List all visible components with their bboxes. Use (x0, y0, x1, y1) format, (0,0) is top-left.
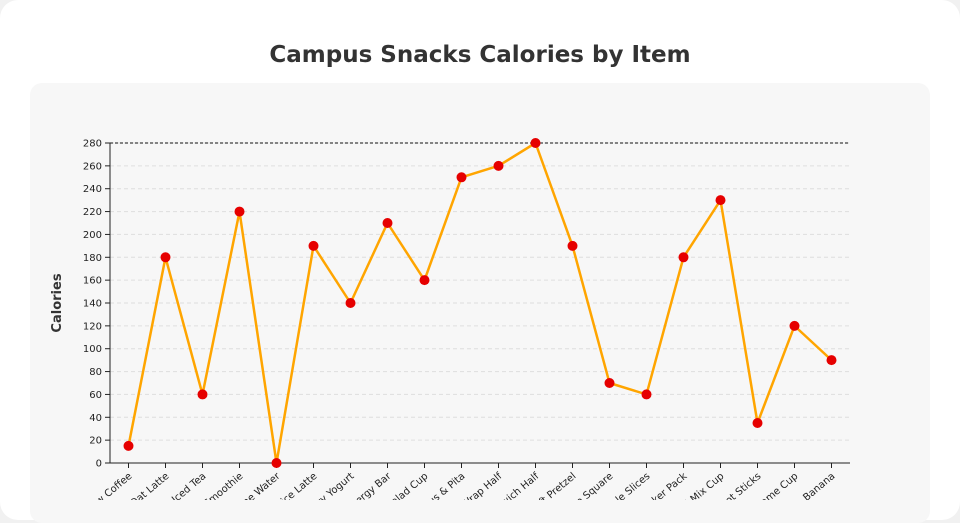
y-tick-label: 80 (89, 367, 102, 378)
y-tick-label: 20 (89, 436, 102, 447)
data-point[interactable] (567, 240, 578, 251)
data-point[interactable] (493, 160, 504, 171)
y-tick-label: 160 (83, 276, 102, 287)
x-category-label: Cold Brew Coffee (62, 471, 135, 500)
data-point[interactable] (271, 458, 282, 468)
data-point[interactable] (308, 240, 319, 251)
y-tick-label: 220 (83, 207, 102, 218)
data-point[interactable] (234, 206, 245, 217)
data-point[interactable] (197, 389, 208, 400)
y-tick-label: 40 (89, 413, 102, 424)
y-tick-label: 0 (96, 459, 102, 470)
y-tick-label: 120 (83, 321, 102, 332)
data-point[interactable] (456, 172, 467, 183)
series-line (127, 141, 833, 465)
data-point[interactable] (715, 195, 726, 206)
y-tick-label: 200 (83, 230, 102, 241)
chart-plot: 0 20 40 60 80 100 120 140 160 180 200 220 240 260 280 C… (50, 138, 850, 500)
y-tick-label: 280 (83, 139, 102, 150)
data-point[interactable] (345, 298, 356, 308)
data-point[interactable] (826, 355, 837, 366)
data-point[interactable] (160, 252, 171, 263)
y-tick-label: 100 (83, 344, 102, 355)
y-axis-label: Calories (50, 273, 65, 332)
data-point[interactable] (382, 218, 393, 228)
data-point[interactable] (419, 275, 430, 286)
y-tick-label: 140 (83, 299, 102, 310)
data-point[interactable] (752, 418, 763, 428)
x-category-label: Iced Tea (170, 471, 208, 500)
x-category-label: Banana (801, 471, 837, 500)
x-category-label: Smoothie (202, 471, 245, 500)
y-tick-label: 60 (89, 390, 102, 401)
data-point[interactable] (530, 138, 541, 148)
data-point[interactable] (641, 389, 652, 400)
x-category-label: Oat Latte (129, 471, 172, 500)
y-tick-label: 240 (83, 184, 102, 195)
data-point[interactable] (604, 378, 615, 388)
y-tick-label: 180 (83, 253, 102, 264)
chart-title: Campus Snacks Calories by Item (269, 42, 691, 68)
data-point[interactable] (678, 252, 689, 263)
y-tick-label: 260 (83, 161, 102, 172)
data-point[interactable] (123, 440, 134, 451)
data-point[interactable] (789, 320, 800, 331)
